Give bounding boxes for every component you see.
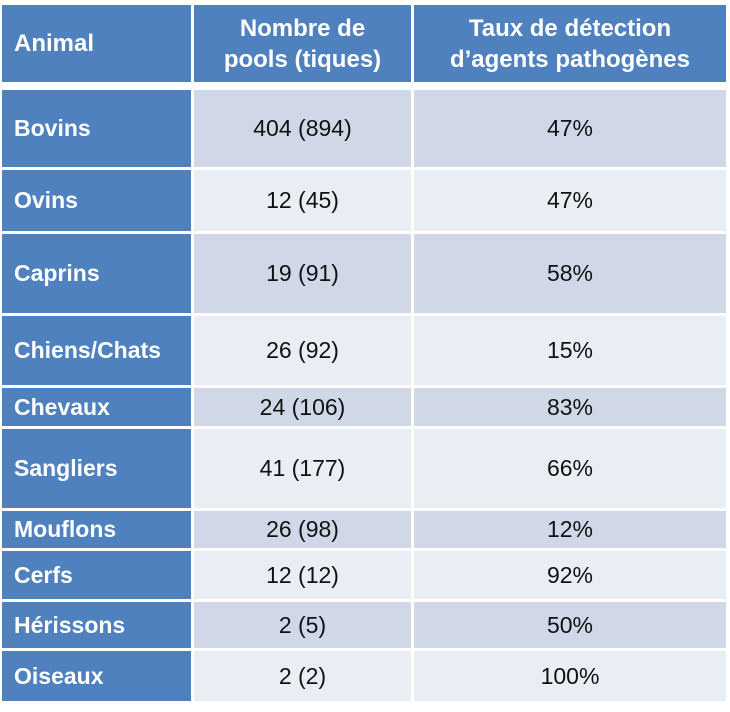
table-row: Bovins 404 (894) 47% — [2, 90, 726, 170]
rate-cell: 100% — [414, 651, 726, 701]
header-rate-line1: Taux de détection — [468, 14, 672, 42]
pools-cell: 24 (106) — [194, 388, 414, 429]
animal-cell: Bovins — [2, 90, 194, 170]
pools-cell: 26 (92) — [194, 316, 414, 388]
detection-table: Animal Nombre de pools (tiques) Taux de … — [2, 5, 726, 701]
animal-cell: Cerfs — [2, 551, 194, 602]
table-row: Chiens/Chats 26 (92) 15% — [2, 316, 726, 388]
rate-cell: 58% — [414, 234, 726, 316]
pools-cell: 12 (12) — [194, 551, 414, 602]
pools-cell: 404 (894) — [194, 90, 414, 170]
header-rate: Taux de détection d’agents pathogènes — [414, 5, 726, 85]
animal-cell: Caprins — [2, 234, 194, 316]
rate-cell: 15% — [414, 316, 726, 388]
rate-cell: 50% — [414, 602, 726, 651]
header-row: Animal Nombre de pools (tiques) Taux de … — [2, 5, 726, 90]
animal-cell: Chevaux — [2, 388, 194, 429]
animal-cell: Hérissons — [2, 602, 194, 651]
table-row: Sangliers 41 (177) 66% — [2, 429, 726, 511]
header-animal-label: Animal — [14, 30, 95, 57]
animal-cell: Sangliers — [2, 429, 194, 511]
table-row: Ovins 12 (45) 47% — [2, 170, 726, 234]
table-row: Oiseaux 2 (2) 100% — [2, 651, 726, 701]
table-row: Chevaux 24 (106) 83% — [2, 388, 726, 429]
rate-cell: 47% — [414, 90, 726, 170]
header-rate-line2: d’agents pathogènes — [449, 45, 691, 73]
header-animal: Animal — [2, 5, 194, 85]
animal-cell: Ovins — [2, 170, 194, 234]
rate-cell: 92% — [414, 551, 726, 602]
table-row: Caprins 19 (91) 58% — [2, 234, 726, 316]
table-row: Mouflons 26 (98) 12% — [2, 511, 726, 551]
header-pools: Nombre de pools (tiques) — [194, 5, 414, 85]
rate-cell: 47% — [414, 170, 726, 234]
header-pools-line1: Nombre de — [239, 14, 366, 42]
animal-cell: Oiseaux — [2, 651, 194, 701]
pools-cell: 12 (45) — [194, 170, 414, 234]
animal-cell: Chiens/Chats — [2, 316, 194, 388]
animal-cell: Mouflons — [2, 511, 194, 551]
rate-cell: 83% — [414, 388, 726, 429]
header-pools-line2: pools (tiques) — [223, 45, 382, 73]
table-row: Cerfs 12 (12) 92% — [2, 551, 726, 602]
pools-cell: 2 (2) — [194, 651, 414, 701]
table-row: Hérissons 2 (5) 50% — [2, 602, 726, 651]
pools-cell: 2 (5) — [194, 602, 414, 651]
pools-cell: 19 (91) — [194, 234, 414, 316]
rate-cell: 66% — [414, 429, 726, 511]
rate-cell: 12% — [414, 511, 726, 551]
pools-cell: 41 (177) — [194, 429, 414, 511]
pools-cell: 26 (98) — [194, 511, 414, 551]
